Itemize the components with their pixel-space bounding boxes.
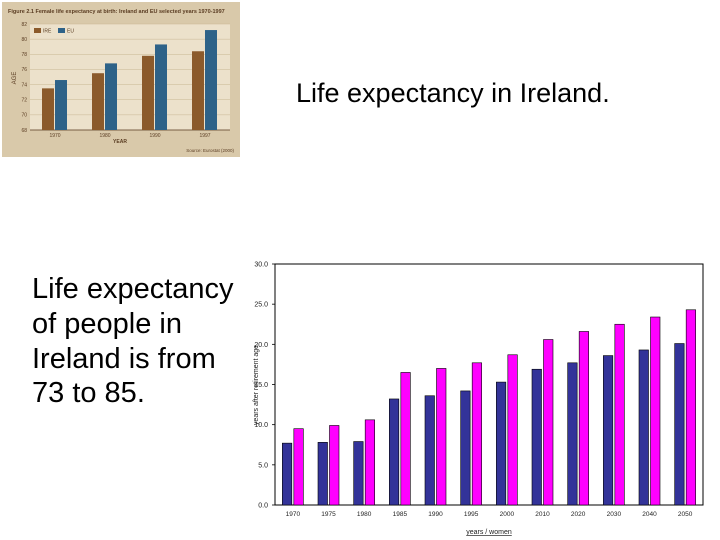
legend-label: IRE — [43, 29, 52, 35]
legend-swatch-eu — [58, 28, 65, 33]
legend-label: EU — [67, 29, 74, 35]
y-tick-label: 68 — [21, 128, 27, 134]
x-tick-label: 1980 — [99, 133, 110, 139]
y-tick-label: 76 — [21, 67, 27, 73]
y-axis-label: years after retirement age — [253, 345, 260, 425]
y-tick-label: 25.0 — [254, 302, 268, 309]
bar-women-2030 — [614, 323, 625, 506]
y-tick-label: 20.0 — [254, 342, 268, 349]
x-tick-label: 2030 — [607, 511, 622, 518]
x-tick-label: 1990 — [428, 511, 443, 518]
y-tick-label: 10.0 — [254, 422, 268, 429]
bar-women-2000 — [507, 354, 518, 506]
x-tick-label: 2050 — [678, 511, 693, 518]
chart-title: Figure 2.1 Female life expectancy at bir… — [8, 9, 225, 15]
bar-men-2010 — [531, 368, 542, 506]
bar-men-1995 — [460, 390, 471, 506]
bar-women-2020 — [578, 331, 589, 506]
x-tick-label: 1997 — [199, 133, 210, 139]
y-tick-label: 70 — [21, 113, 27, 119]
bar-men-2030 — [603, 355, 614, 506]
x-tick-label: 2040 — [642, 511, 657, 518]
x-tick-label: 1985 — [393, 511, 408, 518]
y-tick-label: 78 — [21, 52, 27, 58]
legend-swatch-ire — [34, 28, 41, 33]
bar-eu-1980 — [105, 63, 117, 130]
x-tick-label: 1970 — [49, 133, 60, 139]
bar-men-1970 — [282, 442, 293, 506]
bar-eu-1997 — [205, 30, 217, 130]
y-tick-label: 74 — [21, 82, 27, 88]
bar-women-1985 — [400, 372, 411, 506]
x-tick-label: 1975 — [321, 511, 336, 518]
bar-men-1990 — [424, 395, 435, 506]
body-text: Life expectancy of people in Ireland is … — [32, 273, 234, 410]
y-tick-label: 5.0 — [258, 462, 268, 469]
x-axis-label: YEAR — [113, 139, 127, 145]
x-tick-label: 1980 — [357, 511, 372, 518]
bar-women-2050 — [685, 309, 696, 506]
female-life-expectancy-chart: 68 70 72 74 76 78 80 82 1970 1980 1990 1997 IRE EU Fi… — [2, 2, 240, 157]
bar-ire-1980 — [92, 73, 104, 130]
chart-source: Source: Eurostat (2000) — [186, 148, 234, 153]
years-after-retirement-chart: 0.0 5.0 10.0 15.0 20.0 25.0 30.0 1970 1975 1980 19… — [253, 262, 704, 536]
bar-men-2040 — [638, 349, 649, 506]
bar-eu-1990 — [155, 44, 167, 130]
bar-ire-1990 — [142, 55, 154, 130]
y-axis-label: AGE — [12, 72, 18, 85]
slide-title: Life expectancy in Ireland. — [296, 78, 610, 108]
bar-women-1980 — [364, 419, 375, 506]
y-tick-label: 0.0 — [258, 503, 268, 510]
y-tick-label: 82 — [21, 22, 27, 28]
bar-women-2010 — [543, 339, 554, 506]
bar-ire-1997 — [192, 51, 204, 130]
plot-area — [274, 263, 704, 506]
bar-men-2020 — [567, 362, 578, 506]
bar-ire-1970 — [42, 88, 54, 130]
bar-men-1975 — [317, 442, 328, 506]
bar-men-1985 — [389, 398, 400, 506]
x-tick-label: 2010 — [535, 511, 550, 518]
x-tick-label: 1990 — [149, 133, 160, 139]
y-tick-label: 30.0 — [254, 262, 268, 269]
bar-men-2000 — [496, 381, 507, 506]
bar-women-1970 — [293, 428, 304, 506]
bar-women-2040 — [650, 316, 661, 506]
bar-women-1990 — [436, 368, 447, 506]
y-tick-label: 15.0 — [254, 382, 268, 389]
x-tick-label: 1970 — [286, 511, 301, 518]
x-tick-label: 1995 — [464, 511, 479, 518]
x-axis-label: years / women — [466, 529, 512, 536]
x-tick-label: 2000 — [500, 511, 515, 518]
x-tick-label: 2020 — [571, 511, 586, 518]
bar-men-1980 — [353, 441, 364, 506]
bar-men-2050 — [674, 343, 685, 506]
bar-women-1975 — [329, 425, 340, 506]
y-tick-label: 72 — [21, 98, 27, 104]
bar-eu-1970 — [55, 80, 67, 130]
y-tick-label: 80 — [21, 37, 27, 43]
bar-women-1995 — [471, 362, 482, 506]
